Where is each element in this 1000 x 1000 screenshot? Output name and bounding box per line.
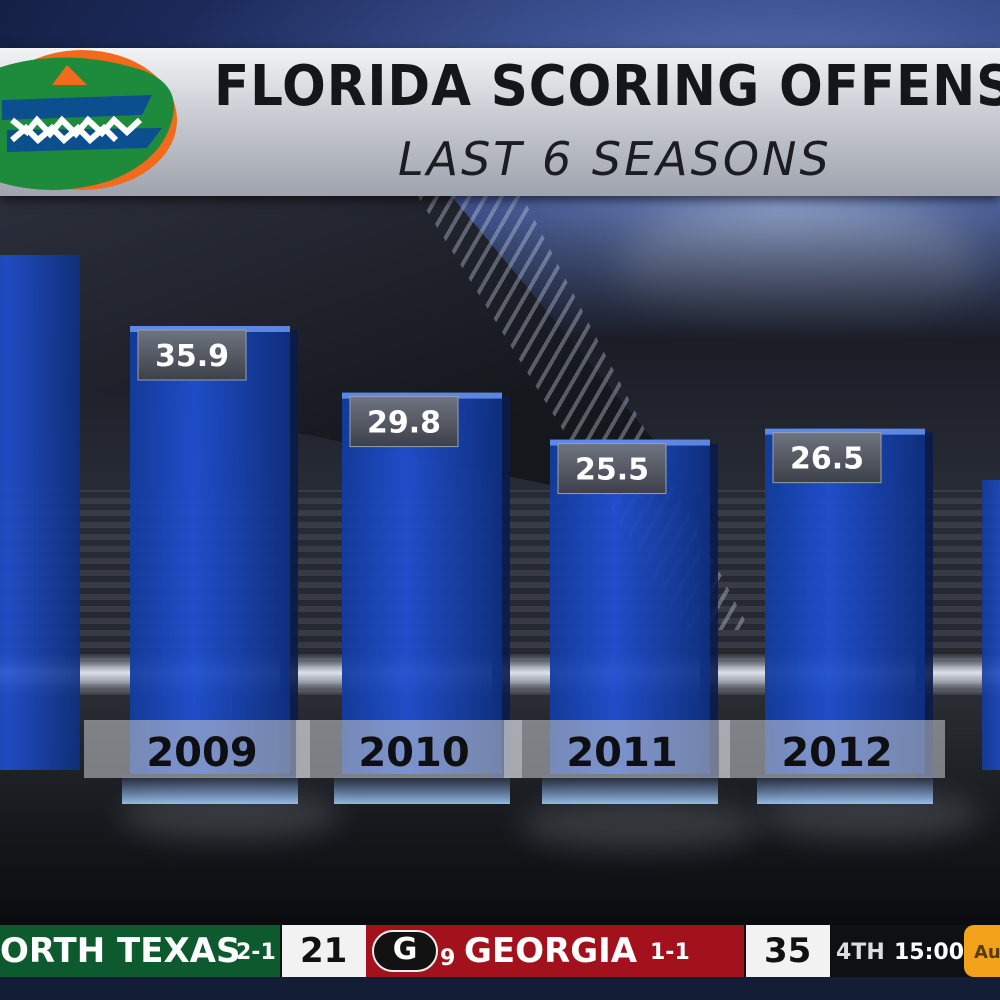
bar-base-glow	[757, 774, 933, 804]
value-label-box	[557, 443, 667, 495]
value-label-box	[137, 329, 247, 381]
bar-2011	[550, 439, 710, 774]
team1-name: ORTH TEXAS	[0, 931, 241, 971]
edge-bar-left	[0, 255, 80, 770]
chart-title: FLORIDA SCORING OFFENS	[214, 54, 1000, 119]
year-plate	[296, 720, 522, 778]
bar-top-edge	[765, 428, 925, 435]
year-plate	[84, 720, 310, 778]
x-tick-label-2012: 2012	[781, 730, 892, 776]
bar-top-edge	[342, 392, 502, 399]
team2-rank: 9	[440, 946, 456, 971]
year-plate	[504, 720, 730, 778]
value-label-2010: 29.8	[367, 406, 441, 441]
gator-logo-icon	[0, 50, 177, 190]
bottom-strip	[0, 977, 1000, 1000]
bar-group-2012: 26.5 2012	[719, 428, 945, 804]
x-tick-label-2009: 2009	[146, 730, 257, 776]
team1-score-box: 21	[282, 925, 366, 977]
game-clock-panel: 4TH 15:00	[832, 925, 965, 977]
chart-subtitle: LAST 6 SEASONS	[398, 132, 832, 186]
bar-base-glow	[122, 774, 298, 804]
smoke	[520, 800, 760, 850]
bar-base-glow	[334, 774, 510, 804]
sponsor-badge: Au	[964, 925, 1000, 977]
bar-2012	[765, 428, 925, 774]
team2-record: 1-1	[650, 940, 690, 965]
team1-record: 2-1	[236, 940, 276, 965]
bar-base-glow	[542, 774, 718, 804]
value-label-2009: 35.9	[155, 339, 229, 374]
bar-2010	[342, 392, 502, 774]
team2-score: 35	[764, 931, 812, 971]
quarter-label: 4TH	[836, 940, 885, 965]
value-label-box	[349, 396, 459, 448]
bar-2009	[130, 326, 290, 774]
scoring-bar-chart: 35.9 2009 29.8 2010 25.5 2011 26.5 2012	[0, 255, 1000, 804]
sponsor-text: Au	[974, 942, 1000, 963]
team1-panel: ORTH TEXAS 2-1	[0, 925, 280, 977]
bar-top-edge	[550, 439, 710, 446]
georgia-logo-icon: G	[372, 930, 438, 972]
bar-group-2010: 29.8 2010	[296, 392, 522, 804]
value-label-box	[772, 432, 882, 484]
team2-score-box: 35	[746, 925, 830, 977]
game-clock: 15:00	[894, 940, 965, 965]
edge-bar-right	[982, 480, 1000, 770]
score-ticker: ORTH TEXAS 2-1 21 9 GEORGIA 1-1 35 4TH 1…	[0, 925, 1000, 977]
x-tick-label-2011: 2011	[566, 730, 677, 776]
bar-top-edge	[130, 326, 290, 332]
value-label-2012: 26.5	[790, 442, 864, 477]
bar-group-2009: 35.9 2009	[84, 326, 310, 804]
year-plate	[719, 720, 945, 778]
bar-group-2011: 25.5 2011	[504, 439, 730, 804]
team1-score: 21	[300, 931, 348, 971]
value-label-2011: 25.5	[575, 453, 649, 488]
team2-name: GEORGIA	[464, 931, 638, 971]
x-tick-label-2010: 2010	[358, 730, 469, 776]
